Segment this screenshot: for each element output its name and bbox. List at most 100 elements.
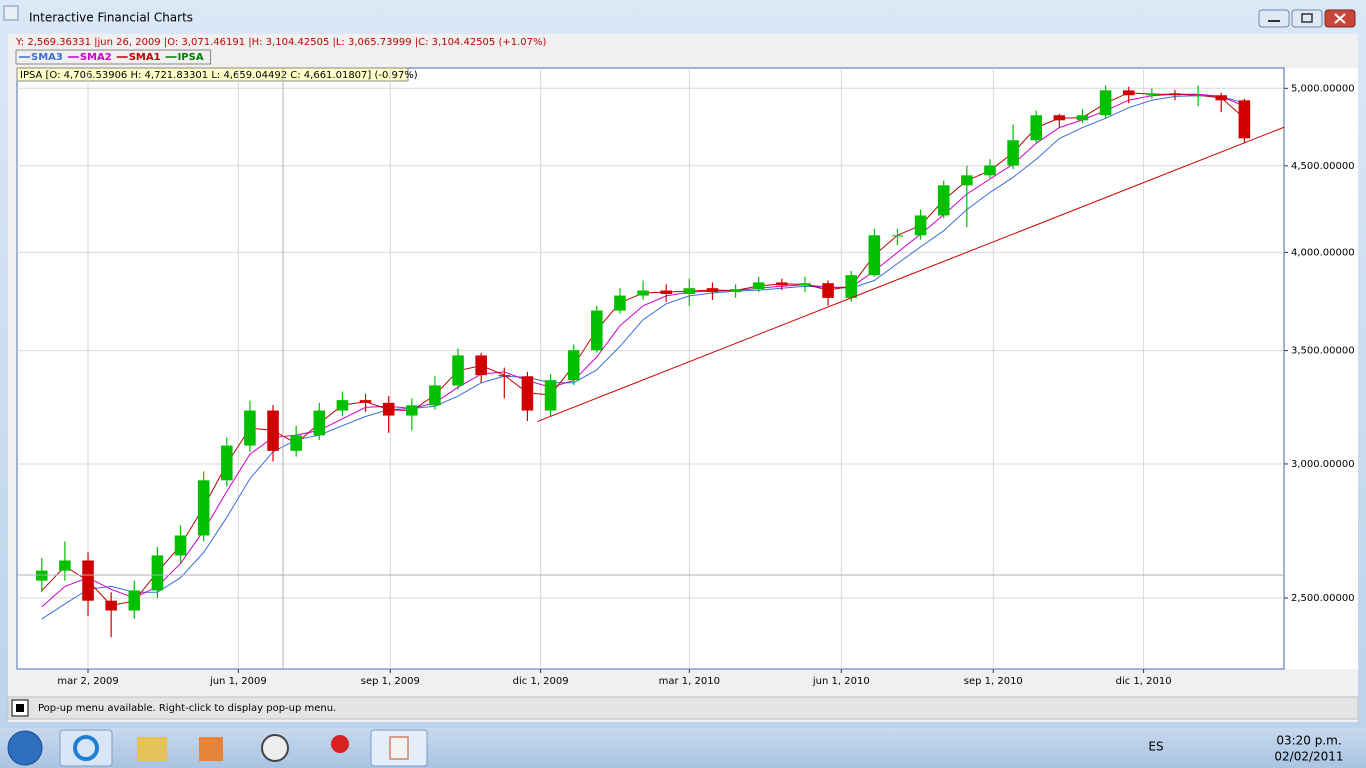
grid: 2,500.00000 3,000.00000 3,500.00000 4,000.0… bbox=[17, 68, 1355, 687]
candle-body bbox=[868, 235, 881, 276]
x-tick-label: mar 1, 2010 bbox=[659, 676, 720, 687]
taskbar-time[interactable]: 03:20 p.m. bbox=[1276, 734, 1341, 748]
candle-body bbox=[937, 185, 950, 216]
crosshair-info: Y: 2,569.36331 |jun 26, 2009 |O: 3,071.4… bbox=[15, 37, 547, 48]
candle-body bbox=[313, 410, 326, 436]
maximize-button[interactable] bbox=[1291, 9, 1323, 28]
status-text: Pop-up menu available. Right-click to di… bbox=[38, 703, 336, 714]
status-bar bbox=[7, 696, 1359, 720]
legend-label: IPSA bbox=[178, 52, 204, 63]
candle-body bbox=[567, 350, 580, 381]
candle-body bbox=[729, 289, 742, 293]
candle-body bbox=[475, 355, 487, 376]
candle-body bbox=[706, 288, 719, 293]
candle-body bbox=[799, 283, 811, 286]
candle-body bbox=[151, 555, 164, 591]
taskbar-explorer[interactable] bbox=[137, 737, 167, 761]
taskbar-ie[interactable] bbox=[59, 729, 113, 767]
taskbar-pin[interactable] bbox=[331, 735, 349, 753]
taskbar-date[interactable]: 02/02/2011 bbox=[1274, 750, 1343, 764]
candle-body bbox=[1099, 90, 1112, 116]
candle-body bbox=[82, 560, 94, 601]
x-tick-label: jun 1, 2010 bbox=[812, 676, 870, 687]
candle-body bbox=[359, 400, 372, 403]
candle-body bbox=[174, 535, 187, 556]
candle-body bbox=[197, 480, 210, 536]
candle-body bbox=[406, 405, 418, 416]
candle-body bbox=[752, 282, 765, 290]
candle-body bbox=[59, 560, 71, 571]
candle-body bbox=[221, 445, 233, 481]
y-axis-panel bbox=[1285, 68, 1358, 669]
candle-body bbox=[498, 375, 511, 377]
ohlc-box bbox=[16, 67, 409, 82]
candle-body bbox=[891, 235, 904, 237]
y-tick-label: 2,500.00000 bbox=[1291, 593, 1355, 604]
candle-body bbox=[1076, 115, 1089, 121]
app-icon bbox=[3, 5, 19, 21]
window-title: Interactive Financial Charts bbox=[29, 11, 193, 25]
candle-body bbox=[614, 295, 626, 311]
taskbar-media[interactable] bbox=[199, 737, 223, 761]
legend: SMA3 SMA2 SMA1 IPSA bbox=[15, 49, 212, 65]
candle-body bbox=[845, 275, 857, 298]
trendline bbox=[537, 126, 1285, 423]
legend-label: SMA1 bbox=[129, 52, 161, 63]
legend-label: SMA2 bbox=[80, 52, 112, 63]
x-tick-label: mar 2, 2009 bbox=[57, 676, 118, 687]
x-tick-label: sep 1, 2009 bbox=[361, 676, 420, 687]
candle-body bbox=[244, 410, 256, 446]
java-icon bbox=[389, 736, 409, 760]
candle-body bbox=[1030, 115, 1042, 141]
taskbar-clock-app[interactable] bbox=[261, 734, 289, 762]
start-button[interactable] bbox=[7, 730, 43, 766]
x-tick-label: sep 1, 2010 bbox=[964, 676, 1023, 687]
candle-body bbox=[822, 283, 834, 298]
plot-area bbox=[16, 67, 1285, 670]
candle-body bbox=[637, 290, 649, 296]
legend-box bbox=[15, 49, 212, 65]
candle-body bbox=[35, 570, 48, 581]
candle-body bbox=[267, 410, 279, 451]
candle-body bbox=[1053, 115, 1066, 121]
candle-body bbox=[521, 376, 534, 411]
x-tick-label: dic 1, 2010 bbox=[1116, 676, 1172, 687]
candle-body bbox=[1007, 140, 1019, 166]
y-tick-label: 4,000.00000 bbox=[1291, 247, 1355, 258]
candle-body bbox=[660, 290, 672, 295]
legend-label: SMA3 bbox=[31, 52, 63, 63]
maximize-icon bbox=[1301, 13, 1313, 23]
candle-body bbox=[984, 165, 996, 176]
candle-body bbox=[336, 400, 349, 411]
taskbar-language[interactable]: ES bbox=[1148, 740, 1163, 754]
moving-average-line bbox=[41, 93, 1245, 608]
plot bbox=[35, 85, 1285, 638]
candle-body bbox=[290, 435, 302, 451]
close-icon bbox=[1334, 13, 1346, 24]
candle-body bbox=[961, 175, 973, 186]
minimize-button[interactable] bbox=[1258, 9, 1290, 28]
candle-body bbox=[429, 385, 441, 406]
candle-body bbox=[1122, 90, 1135, 96]
taskbar bbox=[0, 728, 1366, 768]
candle-body bbox=[105, 600, 117, 611]
candle-body bbox=[1146, 93, 1158, 96]
x-tick-label: jun 1, 2009 bbox=[209, 676, 267, 687]
candle-body bbox=[591, 310, 603, 351]
y-tick-label: 5,000.00000 bbox=[1291, 83, 1355, 94]
status-icon-inner bbox=[16, 704, 24, 712]
moving-average-line bbox=[41, 95, 1245, 620]
y-tick-label: 4,500.00000 bbox=[1291, 161, 1355, 172]
y-tick-label: 3,500.00000 bbox=[1291, 346, 1355, 357]
candle-body bbox=[1169, 93, 1181, 96]
candle-body bbox=[1192, 95, 1204, 97]
candle-body bbox=[776, 282, 788, 286]
candle-body bbox=[452, 355, 464, 386]
x-tick-label: dic 1, 2009 bbox=[513, 676, 569, 687]
y-tick-label: 3,000.00000 bbox=[1291, 459, 1355, 470]
ohlc-info: IPSA [O: 4,706.53906 H: 4,721.83301 L: 4… bbox=[20, 70, 418, 81]
candle-body bbox=[544, 380, 557, 411]
candle-body bbox=[914, 215, 927, 236]
